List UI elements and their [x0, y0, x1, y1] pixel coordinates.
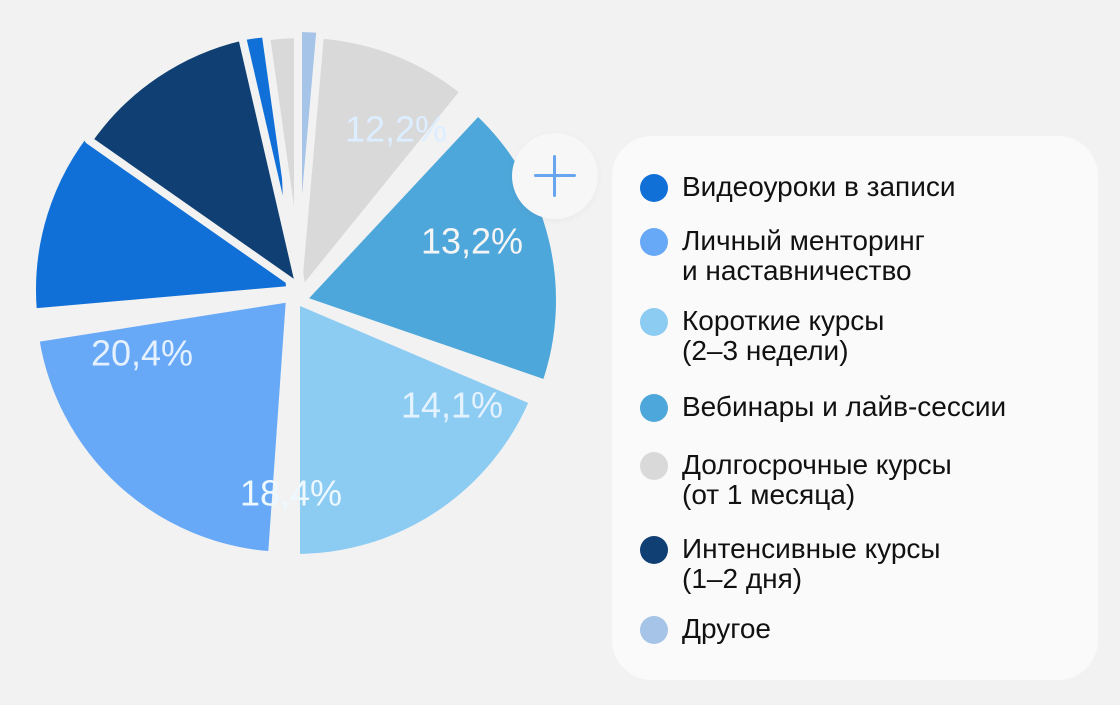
pie-slice-value-label: 18,4% — [240, 473, 342, 514]
add-button[interactable] — [512, 133, 598, 219]
legend-item-intensives: Интенсивные курсы (1–2 дня) — [640, 534, 941, 594]
legend: Видеоуроки в записи Личный менторинг и н… — [612, 136, 1098, 680]
legend-item-webinars: Вебинары и лайв-сессии — [640, 392, 1006, 422]
legend-item-mentoring: Личный менторинг и наставничество — [640, 226, 925, 286]
legend-color-swatch — [640, 616, 668, 644]
legend-item-short-courses: Короткие курсы (2–3 недели) — [640, 306, 884, 366]
pie-slice-value-label: 13,2% — [421, 221, 523, 262]
pie-slice — [294, 24, 325, 290]
pie-slice-value-label: 14,1% — [401, 385, 503, 426]
legend-label: Вебинары и лайв-сессии — [682, 391, 1007, 422]
pie-slice — [31, 294, 294, 560]
pie-slice-value-label: 12,2% — [345, 109, 447, 150]
plus-icon-vertical — [553, 155, 556, 197]
legend-label: Долгосрочные курсы (от 1 месяца) — [682, 449, 952, 510]
legend-label: Личный менторинг и наставничество — [682, 225, 925, 286]
legend-color-swatch — [640, 228, 668, 256]
legend-label: Другое — [682, 613, 771, 644]
legend-label: Видеоуроки в записи — [682, 171, 956, 202]
pie-slice-value-label: 20,4% — [91, 333, 193, 374]
pie-slice — [298, 107, 564, 388]
pie-slice — [292, 296, 538, 562]
legend-item-recorded-videos: Видеоуроки в записи — [640, 172, 956, 202]
legend-color-swatch — [640, 452, 668, 480]
legend-color-swatch — [640, 536, 668, 564]
legend-color-swatch — [640, 174, 668, 202]
legend-label: Короткие курсы (2–3 недели) — [682, 305, 885, 366]
legend-color-swatch — [640, 394, 668, 422]
legend-item-long-courses: Долгосрочные курсы (от 1 месяца) — [640, 450, 952, 510]
legend-item-other: Другое — [640, 614, 771, 644]
legend-label: Интенсивные курсы (1–2 дня) — [682, 533, 941, 594]
legend-color-swatch — [640, 308, 668, 336]
pie-slice — [84, 32, 304, 292]
